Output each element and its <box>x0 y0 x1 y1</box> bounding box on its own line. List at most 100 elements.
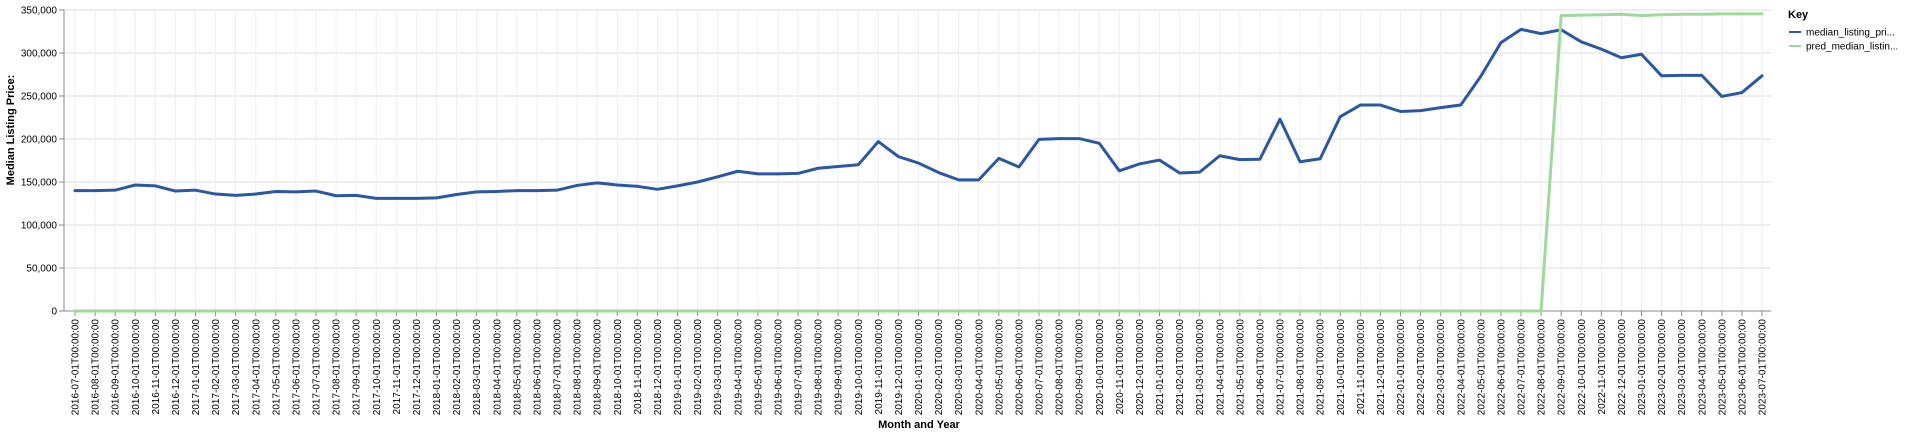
y-tick-label: 250,000 <box>21 92 58 103</box>
x-tick-label: 2020-10-01T00:00:00 <box>1095 319 1106 416</box>
x-tick-label: 2022-02-01T00:00:00 <box>1416 319 1427 416</box>
x-tick-label: 2019-07-01T00:00:00 <box>794 319 805 416</box>
legend-label: median_listing_pri... <box>1806 28 1895 39</box>
x-tick-label: 2023-05-01T00:00:00 <box>1717 319 1728 416</box>
x-tick-label: 2020-08-01T00:00:00 <box>1055 319 1066 416</box>
y-tick-label: 300,000 <box>21 49 58 60</box>
x-tick-label: 2021-07-01T00:00:00 <box>1276 319 1287 416</box>
x-tick-label: 2017-06-01T00:00:00 <box>291 319 302 416</box>
x-tick-label: 2020-01-01T00:00:00 <box>914 319 925 416</box>
x-tick-label: 2022-01-01T00:00:00 <box>1396 319 1407 416</box>
grid-lines <box>64 9 1771 312</box>
x-tick-label: 2019-12-01T00:00:00 <box>894 319 905 416</box>
x-tick-label: 2019-11-01T00:00:00 <box>874 319 885 415</box>
x-tick-label: 2020-12-01T00:00:00 <box>1135 319 1146 416</box>
x-tick-label: 2018-12-01T00:00:00 <box>653 319 664 416</box>
x-tick-label: 2021-11-01T00:00:00 <box>1356 319 1367 415</box>
y-tick-label: 0 <box>51 307 57 318</box>
x-tick-label: 2019-03-01T00:00:00 <box>713 319 724 416</box>
x-tick-label: 2017-02-01T00:00:00 <box>211 319 222 416</box>
x-tick-label: 2016-11-01T00:00:00 <box>151 319 162 415</box>
x-tick-label: 2021-03-01T00:00:00 <box>1195 319 1206 416</box>
x-tick-label: 2020-03-01T00:00:00 <box>954 319 965 416</box>
x-tick-label: 2023-02-01T00:00:00 <box>1657 319 1668 416</box>
x-tick-label: 2017-03-01T00:00:00 <box>231 319 242 416</box>
x-tick-label: 2016-12-01T00:00:00 <box>171 319 182 416</box>
x-tick-label: 2019-09-01T00:00:00 <box>834 319 845 416</box>
x-tick-label: 2021-06-01T00:00:00 <box>1255 319 1266 416</box>
x-tick-label: 2021-10-01T00:00:00 <box>1336 319 1347 416</box>
x-tick-label: 2023-04-01T00:00:00 <box>1697 319 1708 416</box>
x-tick-label: 2020-09-01T00:00:00 <box>1075 319 1086 416</box>
x-tick-label: 2017-08-01T00:00:00 <box>332 319 343 416</box>
x-tick-label: 2020-06-01T00:00:00 <box>1014 319 1025 416</box>
x-tick-label: 2022-04-01T00:00:00 <box>1456 319 1467 416</box>
x-tick-label: 2020-04-01T00:00:00 <box>974 319 985 416</box>
x-tick-label: 2019-06-01T00:00:00 <box>773 319 784 416</box>
x-tick-label: 2019-08-01T00:00:00 <box>814 319 825 416</box>
y-tick-label: 350,000 <box>21 6 58 17</box>
x-tick-label: 2021-05-01T00:00:00 <box>1235 319 1246 416</box>
x-tick-label: 2017-09-01T00:00:00 <box>352 319 363 416</box>
x-tick-label: 2022-07-01T00:00:00 <box>1517 319 1528 416</box>
y-tick-label: 150,000 <box>21 178 58 189</box>
x-tick-label: 2022-08-01T00:00:00 <box>1537 319 1548 416</box>
x-tick-label: 2016-09-01T00:00:00 <box>111 319 122 416</box>
x-tick-label: 2022-11-01T00:00:00 <box>1597 319 1608 415</box>
x-tick-label: 2021-02-01T00:00:00 <box>1175 319 1186 416</box>
x-tick-label: 2018-01-01T00:00:00 <box>432 319 443 416</box>
x-tick-label: 2018-02-01T00:00:00 <box>452 319 463 416</box>
x-axis-title: Month and Year <box>878 419 960 431</box>
x-tick-label: 2018-08-01T00:00:00 <box>573 319 584 416</box>
x-tick-label: 2018-11-01T00:00:00 <box>633 319 644 415</box>
x-tick-label: 2018-05-01T00:00:00 <box>512 319 523 416</box>
x-tick-label: 2017-10-01T00:00:00 <box>372 319 383 416</box>
x-tick-label: 2018-03-01T00:00:00 <box>472 319 483 416</box>
x-tick-label: 2019-02-01T00:00:00 <box>693 319 704 416</box>
x-tick-label: 2017-04-01T00:00:00 <box>251 319 262 416</box>
x-tick-label: 2021-12-01T00:00:00 <box>1376 319 1387 416</box>
x-tick-label: 2018-09-01T00:00:00 <box>593 319 604 416</box>
x-tick-label: 2017-01-01T00:00:00 <box>191 319 202 416</box>
x-tick-label: 2017-11-01T00:00:00 <box>392 319 403 415</box>
y-axis-title: Median Listing Price: <box>5 75 17 186</box>
x-tick-label: 2019-10-01T00:00:00 <box>854 319 865 416</box>
x-tick-label: 2016-08-01T00:00:00 <box>91 319 102 416</box>
x-tick-label: 2017-07-01T00:00:00 <box>312 319 323 416</box>
y-tick-label: 100,000 <box>21 221 58 232</box>
x-tick-label: 2017-05-01T00:00:00 <box>271 319 282 416</box>
legend: Key median_listing_pri... pred_median_lis… <box>1788 9 1898 53</box>
x-tick-label: 2021-08-01T00:00:00 <box>1296 319 1307 416</box>
x-tick-label: 2018-07-01T00:00:00 <box>553 319 564 416</box>
x-tick-label: 2019-05-01T00:00:00 <box>753 319 764 416</box>
x-tick-label: 2021-01-01T00:00:00 <box>1155 319 1166 416</box>
x-tick-label: 2019-01-01T00:00:00 <box>673 319 684 416</box>
y-tick-label: 50,000 <box>26 264 57 275</box>
x-tick-label: 2021-04-01T00:00:00 <box>1215 319 1226 416</box>
x-tick-label: 2018-10-01T00:00:00 <box>613 319 624 416</box>
legend-label: pred_median_listin... <box>1806 42 1898 53</box>
x-tick-label: 2018-04-01T00:00:00 <box>492 319 503 416</box>
x-tick-label: 2022-09-01T00:00:00 <box>1557 319 1568 416</box>
x-tick-label: 2023-01-01T00:00:00 <box>1637 319 1648 416</box>
x-tick-label: 2020-11-01T00:00:00 <box>1115 319 1126 415</box>
legend-title: Key <box>1788 9 1809 21</box>
x-tick-label: 2022-03-01T00:00:00 <box>1436 319 1447 416</box>
x-tick-label: 2020-05-01T00:00:00 <box>994 319 1005 416</box>
x-tick-label: 2022-12-01T00:00:00 <box>1617 319 1628 416</box>
x-tick-label: 2020-07-01T00:00:00 <box>1035 319 1046 416</box>
x-tick-label: 2021-09-01T00:00:00 <box>1316 319 1327 416</box>
x-tick-label: 2023-07-01T00:00:00 <box>1758 319 1769 416</box>
x-tick-label: 2019-04-01T00:00:00 <box>733 319 744 416</box>
x-tick-label: 2017-12-01T00:00:00 <box>412 319 423 416</box>
y-tick-label: 200,000 <box>21 135 58 146</box>
x-tick-label: 2020-02-01T00:00:00 <box>934 319 945 416</box>
x-tick-label: 2022-06-01T00:00:00 <box>1496 319 1507 416</box>
x-tick-label: 2016-10-01T00:00:00 <box>131 319 142 416</box>
x-tick-label: 2022-10-01T00:00:00 <box>1577 319 1588 416</box>
series-line-2 <box>73 12 1764 313</box>
x-tick-label: 2022-05-01T00:00:00 <box>1476 319 1487 416</box>
x-tick-label: 2016-07-01T00:00:00 <box>71 319 82 416</box>
x-axis: 2016-07-01T00:00:00 2016-08-01T00:00:00 20… <box>64 310 1771 416</box>
